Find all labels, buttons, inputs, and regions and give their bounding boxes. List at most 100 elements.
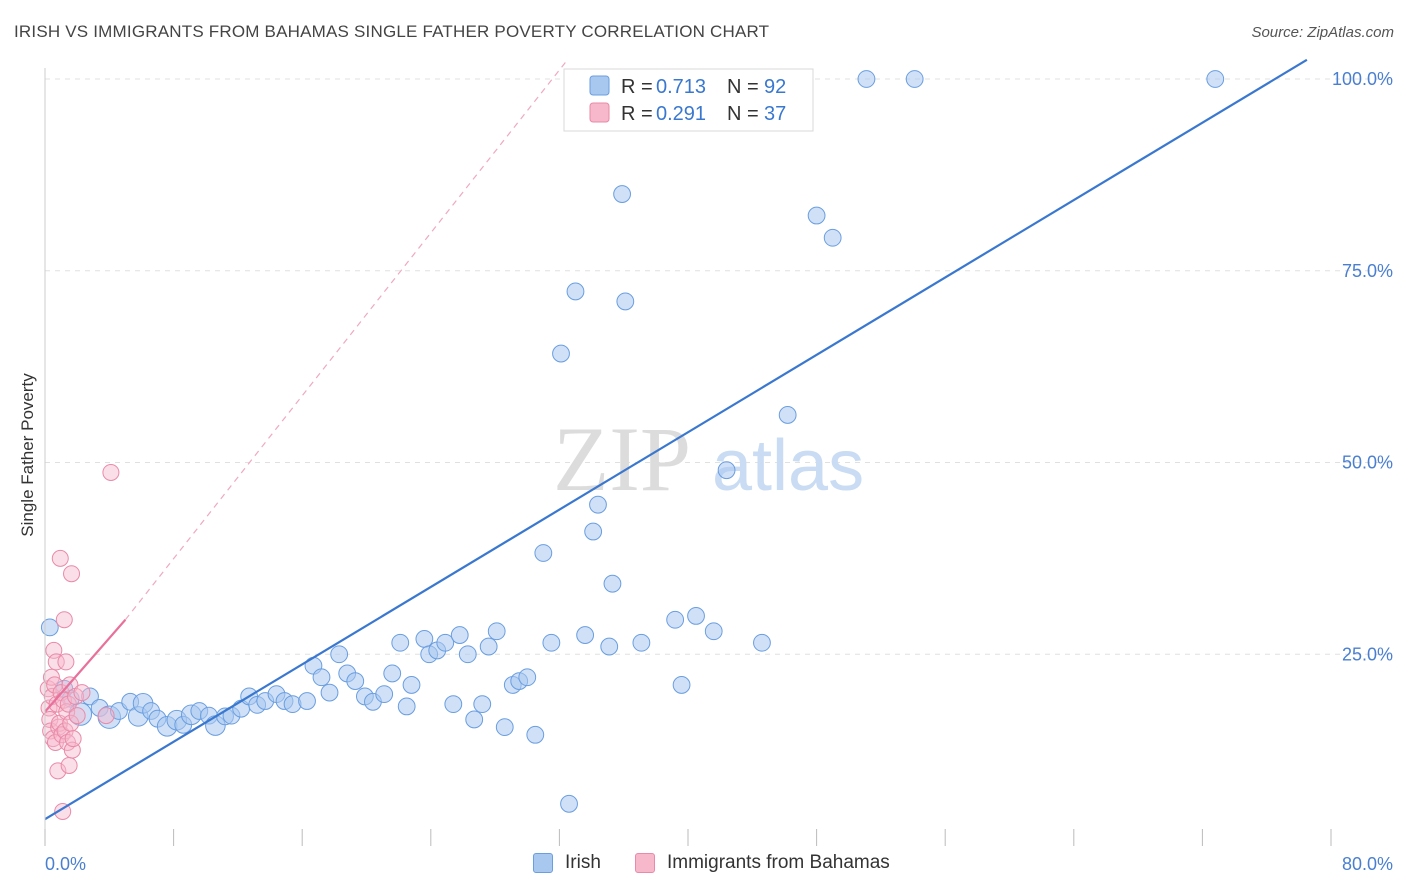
bahamas-point-18 (54, 802, 72, 820)
x-tick-label-80: 80.0% (1342, 854, 1393, 874)
irish-point-62 (560, 794, 578, 813)
bottom-legend: Irish Immigrants from Bahamas (0, 852, 1406, 878)
irish-point-46 (436, 633, 455, 652)
irish-point-66 (589, 495, 607, 514)
irish-point-85 (905, 70, 924, 88)
irish-point-41 (397, 697, 416, 716)
bahamas-point-33 (68, 707, 86, 725)
irish-point-79 (753, 633, 771, 652)
irish-point-42 (402, 676, 421, 694)
irish-point-53 (487, 622, 506, 641)
legend-n-label-irish: N = (727, 76, 759, 98)
irish-point-49 (458, 645, 477, 664)
irish-point-57 (518, 668, 537, 687)
irish-point-69 (613, 185, 631, 203)
points-layer (39, 70, 1225, 820)
irish-point-39 (383, 664, 402, 683)
bottom-legend-swatch-irish (533, 853, 553, 873)
bottom-legend-label-irish: Irish (565, 852, 601, 873)
irish-point-73 (666, 610, 685, 629)
legend-r-label-bahamas: R = (621, 103, 653, 125)
y-tick-label-100: 100.0% (1332, 69, 1393, 89)
bahamas-point-15 (51, 549, 69, 567)
irish-point-68 (603, 574, 622, 593)
legend-box: R = 0.713 N = 92 R = 0.291 N = 37 (563, 68, 814, 132)
watermark: ZIP atlas (553, 408, 864, 510)
bottom-legend-item-bahamas: Immigrants from Bahamas (635, 852, 890, 874)
bahamas-point-26 (60, 756, 78, 774)
irish-point-71 (632, 633, 651, 652)
irish-point-75 (687, 607, 705, 625)
irish-point-83 (823, 228, 842, 247)
y-tick-label-25: 25.0% (1342, 644, 1393, 664)
chart-title: IRISH VS IMMIGRANTS FROM BAHAMAS SINGLE … (14, 22, 770, 41)
irish-point-74 (672, 676, 691, 694)
irish-point-58 (526, 725, 545, 744)
irish-trendline (44, 58, 1308, 821)
y-tick-label-75: 75.0% (1342, 261, 1393, 281)
bahamas-point-35 (97, 707, 115, 725)
irish-point-38 (375, 685, 394, 704)
irish-point-50 (465, 710, 484, 729)
watermark-atlas: atlas (712, 426, 864, 506)
bottom-legend-item-irish: Irish (533, 852, 601, 874)
bahamas-point-29 (63, 565, 81, 583)
bottom-legend-label-bahamas: Immigrants from Bahamas (667, 852, 890, 873)
irish-point-29 (298, 692, 316, 710)
bahamas-point-20 (55, 611, 73, 629)
bahamas-point-22 (57, 653, 75, 671)
irish-point-40 (391, 633, 410, 652)
irish-point-86 (1206, 70, 1225, 88)
bahamas-point-31 (64, 730, 82, 748)
bahamas-point-34 (73, 684, 91, 702)
irish-point-60 (542, 633, 561, 652)
irish-point-59 (534, 544, 553, 562)
irish-point-84 (857, 70, 876, 88)
irish-point-47 (444, 695, 463, 714)
irish-point-64 (576, 626, 595, 644)
legend-r-value-bahamas: 0.291 (656, 103, 706, 125)
irish-point-70 (616, 292, 635, 311)
watermark-zip: ZIP (553, 408, 691, 510)
legend-swatch-irish (589, 75, 610, 96)
irish-point-35 (346, 672, 365, 690)
irish-point-31 (312, 668, 331, 687)
legend-n-value-bahamas: 37 (764, 103, 786, 125)
irish-point-76 (704, 622, 723, 641)
bahamas-trendline-extension (124, 59, 568, 621)
bahamas-point-12 (49, 762, 67, 780)
irish-point-43 (415, 630, 434, 648)
irish-point-32 (320, 683, 339, 702)
bahamas-point-10 (47, 653, 65, 671)
irish-point-54 (495, 718, 514, 737)
irish-point-4 (81, 687, 99, 706)
y-tick-label-50: 50.0% (1342, 453, 1393, 473)
axis-layer: 25.0% 50.0% 75.0% 100.0% 0.0% 80.0% (44, 68, 1393, 874)
irish-point-61 (552, 344, 570, 363)
source-label: Source: ZipAtlas.com (1251, 24, 1394, 41)
irish-point-33 (330, 645, 349, 664)
trend-layer (44, 58, 1308, 821)
bottom-legend-swatch-bahamas (635, 853, 655, 873)
legend-r-label-irish: R = (621, 76, 653, 98)
irish-point-0 (40, 618, 59, 637)
irish-point-65 (584, 522, 603, 541)
irish-point-67 (600, 637, 619, 656)
grid-layer (45, 78, 1393, 655)
irish-point-81 (778, 406, 797, 424)
irish-point-52 (479, 637, 498, 656)
legend-n-label-bahamas: N = (727, 103, 759, 125)
legend-n-value-irish: 92 (764, 76, 786, 98)
bahamas-point-36 (102, 463, 120, 481)
legend-swatch-bahamas (589, 102, 610, 123)
irish-point-82 (807, 206, 826, 225)
irish-point-63 (566, 282, 585, 301)
bahamas-trendline (44, 619, 127, 713)
irish-point-48 (450, 626, 469, 644)
x-tick-label-0: 0.0% (45, 854, 86, 874)
irish-point-28 (283, 695, 302, 714)
irish-point-77 (717, 461, 736, 480)
irish-point-51 (473, 695, 492, 714)
legend-r-value-irish: 0.713 (656, 76, 706, 98)
